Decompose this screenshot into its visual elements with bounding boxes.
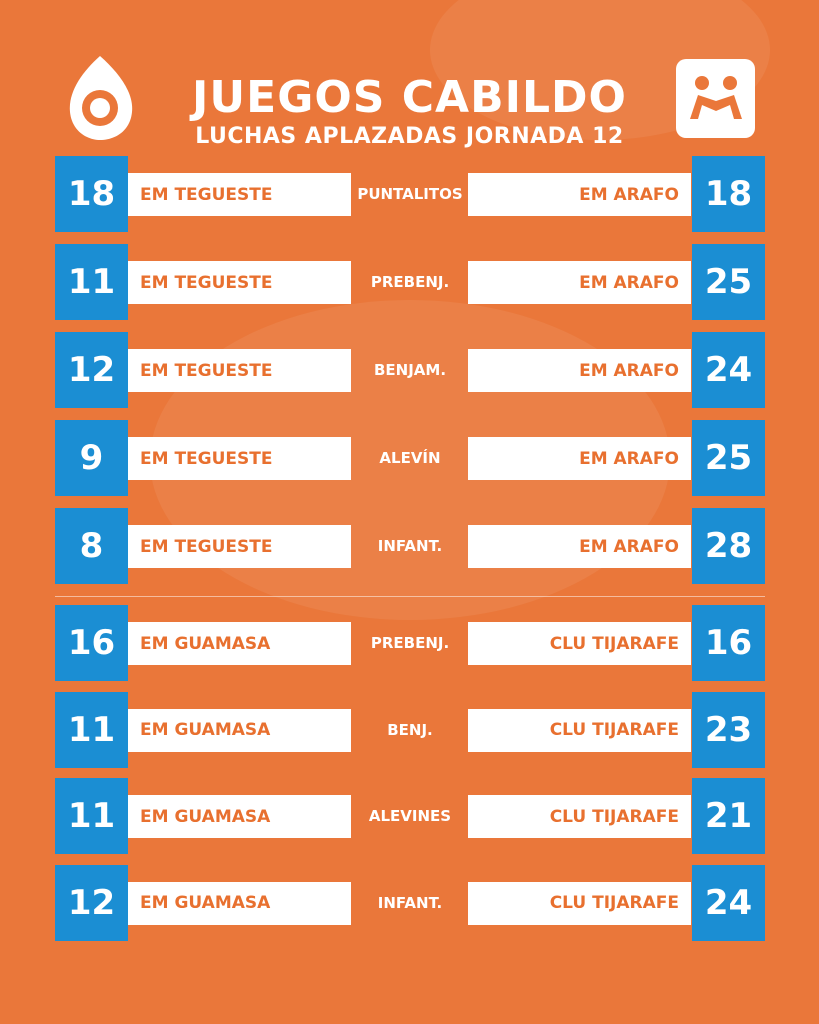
category: INFANT. — [377, 537, 443, 555]
away-score: 25 — [692, 244, 765, 320]
home-score: 16 — [55, 605, 128, 681]
home-team: EM TEGUESTE — [128, 437, 351, 480]
category: BENJAM. — [373, 361, 447, 379]
away-team: EM ARAFO — [468, 261, 691, 304]
home-score: 9 — [55, 420, 128, 496]
home-team: EM TEGUESTE — [128, 349, 351, 392]
category: PREBENJ. — [370, 634, 450, 652]
club-logo — [69, 56, 133, 140]
away-score: 25 — [692, 420, 765, 496]
home-team: EM TEGUESTE — [128, 525, 351, 568]
title: JUEGOS CABILDO — [192, 72, 627, 123]
away-score: 16 — [692, 605, 765, 681]
home-score: 18 — [55, 156, 128, 232]
away-score: 23 — [692, 691, 765, 768]
category: ALEVINES — [368, 807, 452, 825]
away-team: EM ARAFO — [468, 173, 691, 216]
away-team: CLU TIJARAFE — [468, 795, 691, 838]
home-score: 11 — [55, 244, 128, 320]
home-team: EM GUAMASA — [128, 622, 351, 665]
home-score: 8 — [55, 508, 128, 584]
subtitle: LUCHAS APLAZADAS JORNADA 12 — [195, 124, 624, 149]
home-score: 12 — [55, 864, 128, 941]
wrestling-icon — [676, 59, 755, 138]
category: BENJ. — [387, 720, 433, 739]
away-score: 28 — [692, 508, 765, 584]
away-team: CLU TIJARAFE — [468, 622, 691, 665]
category: ALEVÍN — [379, 449, 441, 467]
home-team: EM GUAMASA — [128, 795, 351, 838]
category: PREBENJ. — [370, 273, 450, 291]
away-team: CLU TIJARAFE — [468, 881, 691, 925]
home-score: 12 — [55, 332, 128, 408]
away-team: EM ARAFO — [468, 525, 691, 568]
away-score: 21 — [692, 778, 765, 854]
home-score: 11 — [55, 778, 128, 854]
away-score: 18 — [692, 156, 765, 232]
away-score: 24 — [692, 332, 765, 408]
category: INFANT. — [377, 893, 443, 912]
category: PUNTALITOS — [357, 185, 463, 203]
away-team: EM ARAFO — [468, 437, 691, 480]
away-score: 24 — [692, 864, 765, 941]
away-team: EM ARAFO — [468, 349, 691, 392]
home-team: EM TEGUESTE — [128, 261, 351, 304]
home-team: EM GUAMASA — [128, 881, 351, 925]
separator — [55, 596, 765, 597]
home-team: EM GUAMASA — [128, 708, 351, 752]
home-score: 11 — [55, 691, 128, 768]
away-team: CLU TIJARAFE — [468, 708, 691, 752]
home-team: EM TEGUESTE — [128, 173, 351, 216]
